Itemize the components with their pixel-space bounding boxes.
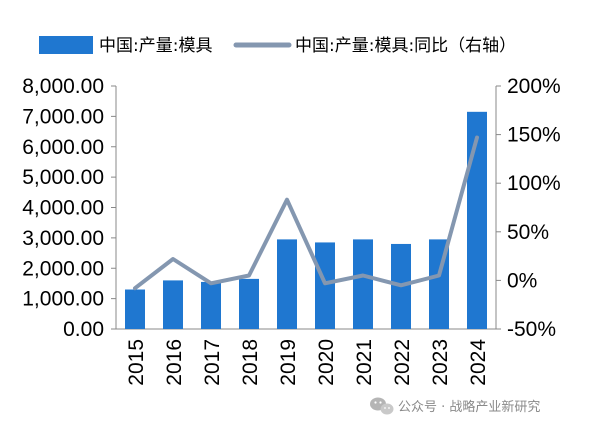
left-tick-label: 1,000.00 bbox=[22, 288, 104, 311]
x-tick-label: 2023 bbox=[429, 339, 452, 386]
left-tick-label: 8,000.00 bbox=[22, 75, 104, 98]
left-tick-label: 0.00 bbox=[63, 318, 104, 341]
wechat-icon bbox=[370, 397, 394, 415]
yoy-point-2018 bbox=[248, 275, 250, 277]
left-tick-label: 7,000.00 bbox=[22, 105, 104, 128]
bar-series bbox=[125, 111, 487, 329]
yoy-point-2017 bbox=[210, 282, 212, 284]
x-tick-label: 2022 bbox=[391, 339, 414, 386]
right-tick-label: 150% bbox=[507, 124, 561, 147]
yoy-line bbox=[133, 135, 479, 291]
x-tick-label: 2016 bbox=[163, 339, 186, 386]
yoy-point-2021 bbox=[362, 275, 364, 277]
line-series bbox=[133, 135, 479, 291]
yoy-point-2019 bbox=[286, 199, 288, 201]
x-tick-label: 2021 bbox=[353, 339, 376, 386]
legend-bar-label: 中国:产量:模具 bbox=[99, 36, 212, 56]
left-tick-label: 2,000.00 bbox=[22, 257, 104, 280]
x-tick-label: 2024 bbox=[467, 339, 490, 386]
x-axis: 2015 2016 2017 2018 2019 2020 2021 2022 2023 2024 bbox=[116, 328, 496, 386]
yoy-point-2020 bbox=[324, 282, 326, 284]
bar-2016 bbox=[163, 280, 183, 329]
watermark-text: 公众号 · 战略产业新研究 bbox=[398, 399, 540, 415]
bar-2015 bbox=[125, 289, 145, 329]
left-tick-label: 3,000.00 bbox=[22, 227, 104, 250]
bar-2019 bbox=[277, 239, 297, 329]
bar-2017 bbox=[201, 281, 221, 329]
right-tick-label: -50% bbox=[507, 318, 556, 341]
bar-2020 bbox=[315, 242, 335, 329]
yoy-point-2024 bbox=[476, 137, 478, 139]
right-tick-label: 0% bbox=[507, 269, 537, 292]
left-tick-label: 4,000.00 bbox=[22, 197, 104, 220]
legend: 中国:产量:模具 中国:产量:模具:同比（右轴） bbox=[39, 36, 516, 56]
yoy-point-2022 bbox=[400, 284, 402, 286]
legend-line-label: 中国:产量:模具:同比（右轴） bbox=[295, 36, 516, 56]
bar-2024 bbox=[467, 111, 487, 329]
right-axis: -50% 0% 50% 100% 150% 200% bbox=[495, 75, 561, 341]
right-tick-label: 50% bbox=[507, 221, 549, 244]
watermark: 公众号 · 战略产业新研究 bbox=[370, 397, 540, 415]
yoy-point-2016 bbox=[172, 258, 174, 260]
x-tick-label: 2015 bbox=[125, 339, 148, 386]
left-axis: 0.00 1,000.00 2,000.00 3,000.00 4,000.00 5,00… bbox=[22, 75, 117, 341]
x-tick-label: 2017 bbox=[201, 339, 224, 386]
x-tick-label: 2018 bbox=[239, 339, 262, 386]
yoy-point-2023 bbox=[438, 275, 440, 277]
left-tick-label: 5,000.00 bbox=[22, 166, 104, 189]
x-tick-label: 2019 bbox=[277, 339, 300, 386]
left-tick-label: 6,000.00 bbox=[22, 136, 104, 159]
legend-bar-swatch bbox=[39, 36, 93, 54]
right-tick-label: 100% bbox=[507, 172, 561, 195]
right-tick-label: 200% bbox=[507, 75, 561, 98]
bar-2018 bbox=[239, 278, 259, 329]
yoy-point-2015 bbox=[134, 287, 136, 289]
x-tick-label: 2020 bbox=[315, 339, 338, 386]
bar-2021 bbox=[353, 239, 373, 329]
